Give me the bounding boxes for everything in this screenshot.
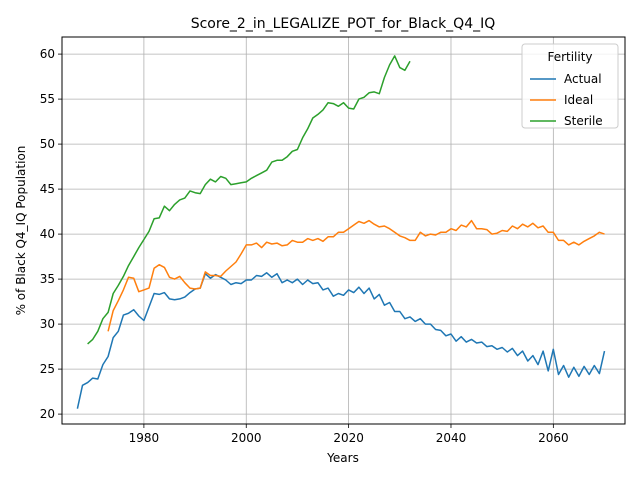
y-axis-ticks: 20 25 30 35 40 45 50 55 60	[40, 47, 62, 421]
legend-title: Fertility	[547, 50, 592, 64]
y-tick-label: 20	[40, 407, 55, 421]
series-line-actual	[76, 272, 606, 409]
x-tick-label: 2020	[333, 431, 364, 445]
y-tick-label: 30	[40, 317, 55, 331]
legend-label-sterile: Sterile	[564, 114, 603, 128]
y-axis-label: % of Black Q4_IQ Population	[14, 146, 28, 316]
y-tick-label: 50	[40, 137, 55, 151]
x-tick-label: 1980	[129, 431, 160, 445]
x-tick-label: 2000	[231, 431, 262, 445]
legend-box	[521, 43, 619, 129]
y-tick-label: 60	[40, 47, 55, 61]
x-axis-ticks: 1980 2000 2020 2040 2060	[129, 424, 569, 445]
y-tick-label: 55	[40, 92, 55, 106]
x-axis-label: Years	[326, 451, 359, 465]
series-line-sterile	[87, 55, 411, 345]
y-tick-label: 35	[40, 272, 55, 286]
y-tick-label: 40	[40, 227, 55, 241]
x-tick-label: 2040	[436, 431, 467, 445]
series-lines	[76, 55, 606, 409]
legend: Fertility Actual Ideal Sterile	[521, 43, 619, 129]
plot-area	[61, 36, 626, 425]
chart-title: Score_2_in_LEGALIZE_POT_for_Black_Q4_IQ	[191, 16, 496, 32]
y-tick-label: 45	[40, 182, 55, 196]
legend-label-actual: Actual	[564, 72, 602, 86]
y-tick-label: 25	[40, 362, 55, 376]
legend-label-ideal: Ideal	[564, 93, 593, 107]
series-line-ideal	[107, 219, 605, 332]
x-tick-label: 2060	[538, 431, 569, 445]
